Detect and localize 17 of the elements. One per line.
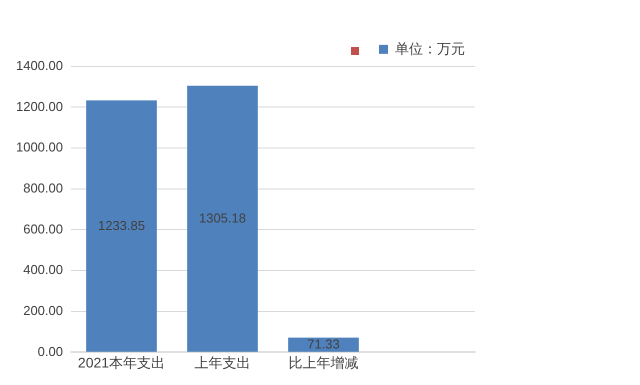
y-tick-label: 600.00 (23, 221, 63, 236)
y-tick-label: 1200.00 (16, 98, 63, 114)
data-label: 1305.18 (198, 210, 246, 226)
bar (187, 86, 258, 352)
legend-label: 单位：万元 (395, 40, 465, 56)
y-tick-label: 1000.00 (16, 140, 63, 155)
y-tick-label: 800.00 (23, 180, 63, 196)
bar (86, 100, 157, 352)
x-tick-label: 比上年增减 (288, 354, 358, 370)
data-label: 71.33 (307, 336, 340, 352)
y-tick-label: 0.00 (38, 344, 63, 359)
x-tick-label: 上年支出 (194, 354, 250, 370)
y-tick-label: 400.00 (23, 262, 63, 278)
y-tick-label: 1400.00 (16, 58, 63, 73)
data-label: 1233.85 (98, 218, 145, 233)
x-tick-label: 2021本年支出 (78, 354, 166, 370)
y-tick-label: 200.00 (23, 302, 63, 318)
